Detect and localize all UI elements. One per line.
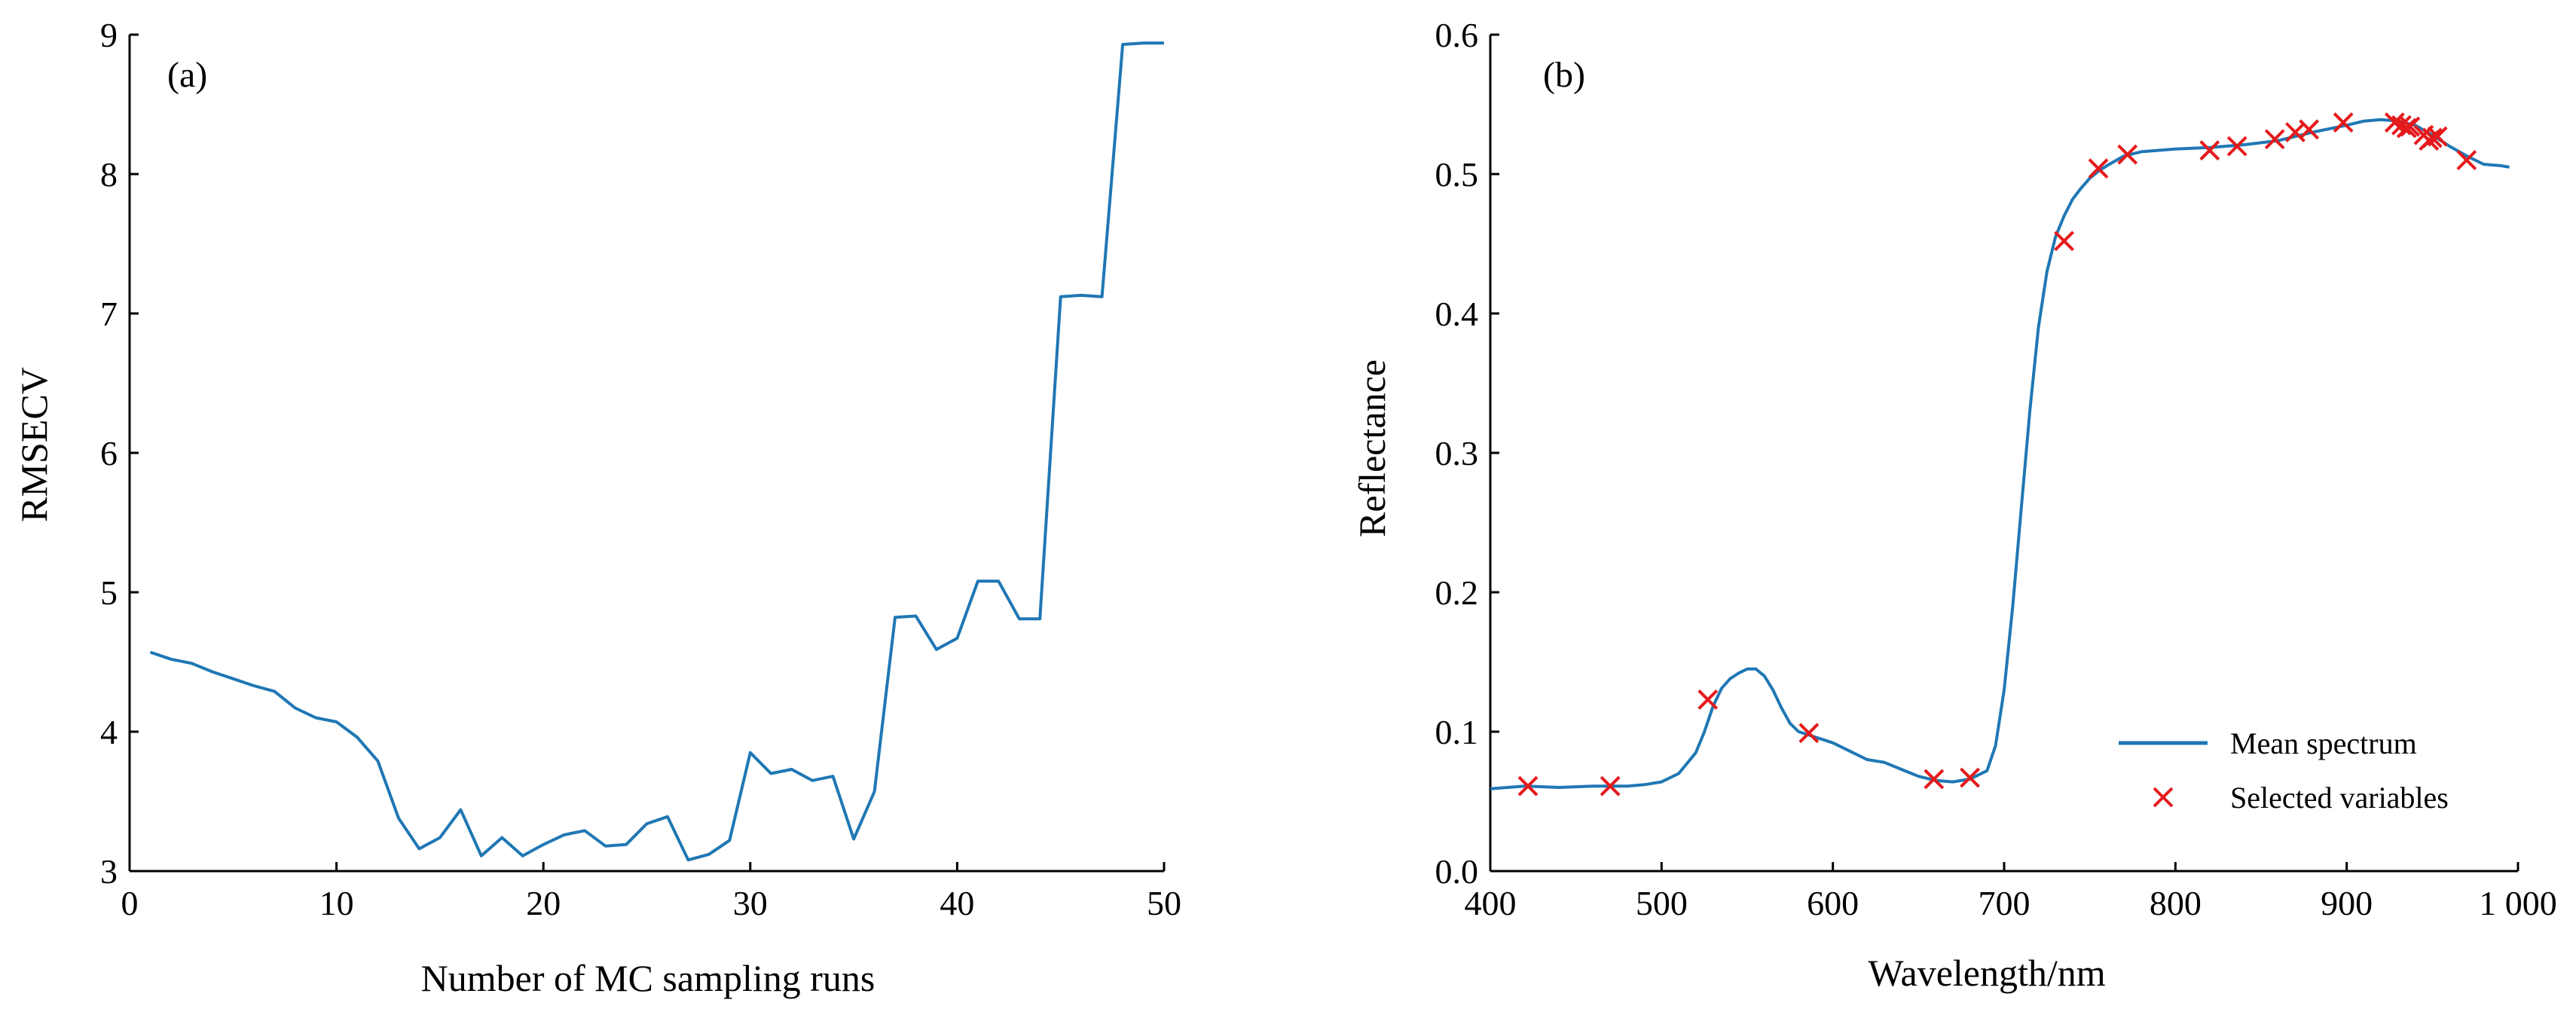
selected-variable-marker [1960, 767, 1980, 788]
selected-variable-marker [1517, 775, 1539, 796]
x-tick-label-a: 40 [940, 884, 974, 922]
y-tick-label-b: 0.2 [1435, 573, 1479, 612]
x-axis-title-b: Wavelength/nm [1868, 952, 2105, 994]
plot-area-b: 400 500 600 700 800 900 1 000 0.0 0.1 0.2 0.3 0.4 0.… [1435, 16, 2557, 922]
x-tick-label-b: 400 [1465, 884, 1517, 922]
x-tick-label-b: 500 [1636, 884, 1688, 922]
y-tick-label-b: 0.1 [1435, 713, 1479, 751]
x-tick-label-b: 900 [2321, 884, 2373, 922]
x-tick-label-a: 30 [733, 884, 768, 922]
series-line-b [1490, 118, 2510, 790]
y-tick-label-a: 9 [100, 16, 118, 54]
selected-variable-marker [1924, 769, 1945, 790]
selected-variable-marker [2117, 144, 2138, 165]
x-tick-label-a: 0 [121, 884, 139, 922]
x-tick-label-b: 600 [1807, 884, 1859, 922]
y-tick-label-a: 5 [100, 573, 118, 612]
y-tick-label-b: 0.4 [1435, 295, 1479, 333]
selected-variable-marker [2384, 112, 2405, 133]
plot-area-a: 0 10 20 30 40 50 3 4 5 6 7 8 9 [100, 16, 1181, 922]
selected-variable-marker [1600, 775, 1621, 796]
selected-variable-marker [2422, 127, 2443, 148]
x-axis-title-a: Number of MC sampling runs [421, 957, 875, 999]
selected-variable-marker [2299, 119, 2320, 140]
legend: Mean spectrum Selected variables [2119, 726, 2449, 815]
y-tick-label-b: 0.6 [1435, 16, 1479, 54]
y-tick-label-a: 3 [100, 852, 118, 891]
selected-variable-marker [2226, 136, 2248, 157]
selected-variable-marker [2054, 231, 2074, 252]
selected-variable-marker [2264, 129, 2285, 150]
x-tick-label-a: 10 [319, 884, 354, 922]
selected-variable-marker [1798, 723, 1820, 744]
y-tick-label-b: 0.5 [1435, 155, 1479, 194]
selected-variable-marker [2199, 140, 2220, 161]
chart-panel-b: 400 500 600 700 800 900 1 000 0.0 0.1 0.2 0.3 0.4 0.… [1351, 16, 2557, 994]
x-tick-label-a: 50 [1147, 884, 1181, 922]
x-tick-label-a: 20 [526, 884, 561, 922]
y-tick-label-b: 0.3 [1435, 434, 1479, 472]
y-tick-label-a: 4 [100, 713, 118, 751]
y-tick-label-b: 0.0 [1435, 852, 1479, 891]
selected-variable-marker [2427, 126, 2448, 147]
y-axis-title-b: Reflectance [1351, 359, 1393, 537]
selected-variable-marker [1697, 689, 1719, 710]
selected-variable-marker [2456, 150, 2477, 170]
panel-label-a: (a) [167, 55, 207, 95]
selected-variable-marker [2400, 116, 2421, 137]
y-axis-title-a: RMSECV [13, 367, 55, 522]
legend-label-mean-spectrum: Mean spectrum [2230, 726, 2417, 760]
y-tick-label-a: 6 [100, 434, 118, 472]
y-tick-label-a: 8 [100, 155, 118, 194]
legend-label-selected-variables: Selected variables [2230, 781, 2449, 815]
selected-variable-marker [2088, 158, 2109, 179]
selected-variable-marker [2333, 112, 2354, 133]
y-tick-label-a: 7 [100, 295, 118, 333]
panel-label-b: (b) [1543, 55, 1585, 95]
x-tick-label-b: 1 000 [2479, 884, 2557, 922]
legend-x-marker [2153, 787, 2174, 808]
series-line-a [149, 41, 1164, 862]
x-tick-label-b: 800 [2150, 884, 2202, 922]
x-tick-label-b: 700 [1979, 884, 2031, 922]
chart-panel-a: 0 10 20 30 40 50 3 4 5 6 7 8 9 (a) Number of MC samp… [13, 16, 1181, 999]
